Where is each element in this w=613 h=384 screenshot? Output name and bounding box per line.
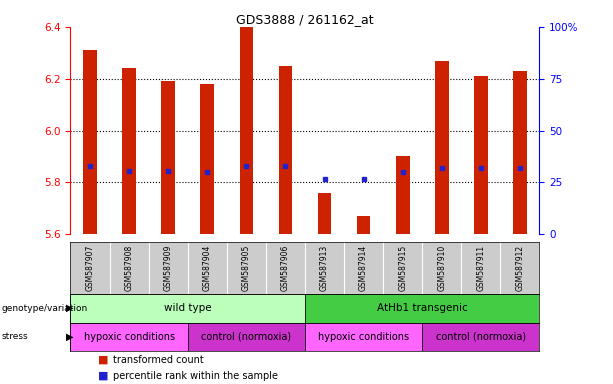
Text: stress: stress bbox=[1, 333, 28, 341]
Bar bbox=[70, 323, 188, 351]
Text: GSM587913: GSM587913 bbox=[320, 245, 329, 291]
Bar bbox=[318, 193, 332, 234]
Bar bbox=[435, 61, 449, 234]
Text: control (normoxia): control (normoxia) bbox=[436, 332, 526, 342]
Bar bbox=[188, 323, 305, 351]
Text: wild type: wild type bbox=[164, 303, 211, 313]
Text: hypoxic conditions: hypoxic conditions bbox=[83, 332, 175, 342]
Bar bbox=[422, 323, 539, 351]
Text: GSM587914: GSM587914 bbox=[359, 245, 368, 291]
Text: GSM587909: GSM587909 bbox=[164, 245, 173, 291]
Text: genotype/variation: genotype/variation bbox=[1, 304, 88, 313]
Text: GSM587908: GSM587908 bbox=[124, 245, 134, 291]
Text: ■: ■ bbox=[98, 371, 109, 381]
Text: AtHb1 transgenic: AtHb1 transgenic bbox=[377, 303, 468, 313]
Bar bbox=[278, 66, 292, 234]
Text: GSM587912: GSM587912 bbox=[516, 245, 524, 291]
Bar bbox=[70, 294, 305, 323]
Text: ▶: ▶ bbox=[66, 332, 73, 342]
Text: control (normoxia): control (normoxia) bbox=[201, 332, 291, 342]
Bar bbox=[396, 157, 409, 234]
Text: GSM587904: GSM587904 bbox=[203, 245, 211, 291]
Text: GSM587911: GSM587911 bbox=[476, 245, 485, 291]
Bar bbox=[513, 71, 527, 234]
Bar bbox=[240, 27, 253, 234]
Bar bbox=[200, 84, 214, 234]
Text: GSM587910: GSM587910 bbox=[437, 245, 446, 291]
Bar bbox=[305, 294, 539, 323]
Text: GSM587915: GSM587915 bbox=[398, 245, 407, 291]
Text: hypoxic conditions: hypoxic conditions bbox=[318, 332, 409, 342]
Bar bbox=[161, 81, 175, 234]
Text: GSM587906: GSM587906 bbox=[281, 245, 290, 291]
Text: ■: ■ bbox=[98, 354, 109, 364]
Text: ▶: ▶ bbox=[66, 303, 73, 313]
Text: transformed count: transformed count bbox=[113, 354, 204, 364]
Bar bbox=[474, 76, 488, 234]
Text: GSM587907: GSM587907 bbox=[86, 245, 94, 291]
Text: GSM587905: GSM587905 bbox=[242, 245, 251, 291]
Bar bbox=[357, 216, 370, 234]
Bar bbox=[122, 68, 136, 234]
Bar bbox=[305, 323, 422, 351]
Bar bbox=[83, 50, 97, 234]
Text: percentile rank within the sample: percentile rank within the sample bbox=[113, 371, 278, 381]
Title: GDS3888 / 261162_at: GDS3888 / 261162_at bbox=[236, 13, 374, 26]
